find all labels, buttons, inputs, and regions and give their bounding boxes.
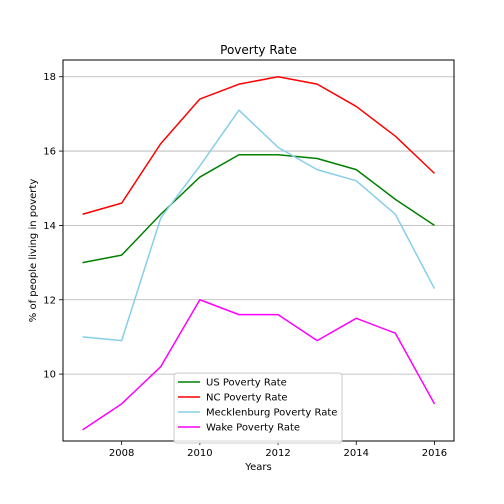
legend-label: Wake Poverty Rate xyxy=(206,423,300,434)
legend-label: US Poverty Rate xyxy=(206,378,287,389)
series-line-wake-poverty-rate xyxy=(82,299,436,431)
y-tick-label: 18 xyxy=(43,72,56,83)
x-axis-label: Years xyxy=(244,462,271,473)
series-line-nc-poverty-rate xyxy=(82,75,435,215)
x-tick-label: 2010 xyxy=(187,448,212,459)
series-line-us-poverty-rate xyxy=(82,154,435,264)
x-tick-label: 2016 xyxy=(422,448,447,459)
x-tick-label: 2014 xyxy=(344,448,369,459)
y-tick-label: 12 xyxy=(43,295,56,306)
x-tick-label: 2012 xyxy=(265,448,290,459)
series-line-mecklenburg-poverty-rate xyxy=(82,109,436,342)
y-axis-label: % of people living in poverty xyxy=(28,179,39,323)
legend-label: NC Poverty Rate xyxy=(206,393,288,404)
series-lines xyxy=(82,75,436,431)
x-tick-label: 2008 xyxy=(109,448,134,459)
y-tick-label: 16 xyxy=(43,147,56,158)
legend: US Poverty Rate NC Poverty Rate Mecklenbur… xyxy=(173,372,343,444)
legend-box xyxy=(173,372,343,444)
chart-title: Poverty Rate xyxy=(220,43,297,57)
y-tick-label: 10 xyxy=(43,370,56,381)
legend-label: Mecklenburg Poverty Rate xyxy=(206,408,337,419)
gridlines xyxy=(63,76,454,375)
y-tick-label: 14 xyxy=(43,221,56,232)
